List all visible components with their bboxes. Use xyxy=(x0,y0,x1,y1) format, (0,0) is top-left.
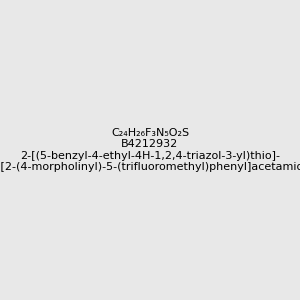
Text: C₂₄H₂₆F₃N₅O₂S
B4212932
2-[(5-benzyl-4-ethyl-4H-1,2,4-triazol-3-yl)thio]-
N-[2-(4: C₂₄H₂₆F₃N₅O₂S B4212932 2-[(5-benzyl-4-et… xyxy=(0,128,300,172)
